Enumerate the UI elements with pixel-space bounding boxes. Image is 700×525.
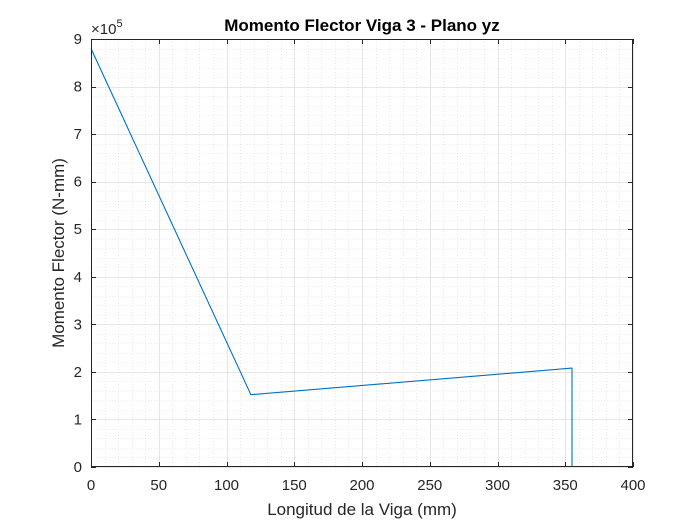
y-multiplier-base: ×10 — [91, 21, 116, 38]
x-tick-label: 50 — [150, 477, 167, 494]
y-tick-label: 3 — [74, 316, 82, 333]
plot-area — [91, 39, 633, 467]
y-axis-label: Momento Flector (N-mm) — [49, 158, 68, 348]
x-axis-ticks: 0 50 100 150 200 250 300 350 400 — [87, 39, 646, 494]
y-tick-label: 1 — [74, 411, 82, 428]
y-tick-label: 7 — [74, 126, 82, 143]
x-tick-label: 350 — [553, 477, 578, 494]
x-tick-label: 150 — [282, 477, 307, 494]
series-line — [90, 48, 573, 467]
series-layer — [90, 48, 573, 467]
y-tick-label: 4 — [74, 269, 82, 286]
x-tick-label: 400 — [620, 477, 645, 494]
chart-title: Momento Flector Viga 3 - Plano yz — [224, 16, 500, 35]
x-tick-label: 200 — [349, 477, 374, 494]
y-tick-label: 5 — [74, 221, 82, 238]
y-multiplier-exponent: 5 — [116, 18, 122, 30]
y-tick-label: 2 — [74, 364, 82, 381]
x-tick-label: 300 — [485, 477, 510, 494]
x-tick-label: 250 — [417, 477, 442, 494]
x-axis-label: Longitud de la Viga (mm) — [267, 500, 457, 519]
y-tick-label: 9 — [74, 31, 82, 48]
x-tick-label: 100 — [214, 477, 239, 494]
y-tick-label: 8 — [74, 79, 82, 96]
x-tick-label: 0 — [87, 477, 95, 494]
y-axis-ticks: 0 1 2 3 4 5 6 7 8 9 — [74, 31, 633, 476]
y-tick-label: 0 — [74, 459, 82, 476]
y-tick-label: 6 — [74, 174, 82, 191]
y-axis-multiplier: ×105 — [91, 18, 123, 38]
minor-grid — [91, 39, 633, 467]
